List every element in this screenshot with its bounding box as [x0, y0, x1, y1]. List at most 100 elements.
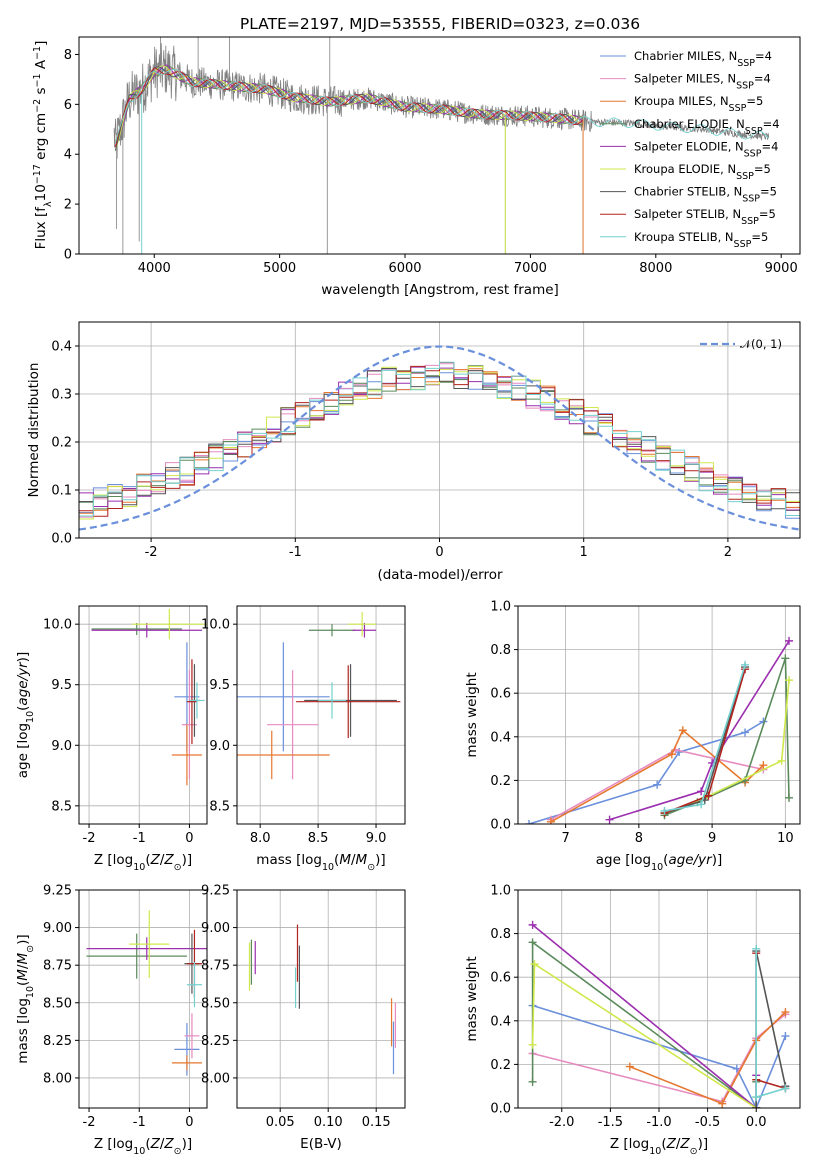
x-tick-label: 0: [435, 545, 443, 560]
plot-area: [86, 910, 207, 1076]
axes-frame: [236, 889, 406, 1109]
series-marker: [605, 815, 614, 824]
y-tick-label: 2: [64, 198, 72, 213]
x-axis-label: Z [log10(Z/Z⊙)]: [94, 852, 192, 873]
x-tick-label: 7: [561, 831, 569, 846]
x-tick-label: 5000: [263, 261, 296, 276]
y-tick-label: 1.0: [490, 600, 511, 615]
x-axis-label: (data-model)/error: [377, 567, 503, 583]
y-tick-label: 0.8: [490, 927, 511, 942]
x-tick-label: 9: [708, 831, 716, 846]
series-marker: [785, 676, 794, 685]
x-tick-label: -1: [133, 831, 146, 846]
y-tick-label: 0.1: [51, 484, 72, 499]
y-tick-label: 8.00: [201, 1071, 230, 1086]
y-tick-label: 8.00: [43, 1071, 72, 1086]
legend-entry: Chabrier MILES, NSSP=4: [634, 49, 772, 69]
y-tick-label: 0.6: [490, 971, 511, 986]
x-tick-label: 0.15: [362, 1115, 391, 1130]
x-tick-label: 9.0: [366, 831, 387, 846]
series-chabrier-miles: [532, 1004, 787, 1108]
series-chabrier-elodie: [531, 940, 757, 1108]
y-tick-label: 9.5: [51, 678, 72, 693]
series-marker: [697, 787, 706, 796]
series-marker: [752, 1104, 761, 1108]
legend-entry: Kroupa ELODIE, NSSP=5: [634, 162, 771, 182]
x-tick-label: -2: [83, 1115, 96, 1130]
series-marker: [546, 817, 555, 824]
y-axis-label: mass weight: [464, 672, 480, 757]
x-tick-label: 1: [580, 545, 588, 560]
histogram-kroupa-stelib: [79, 361, 800, 517]
x-axis-label: Z [log10(Z/Z⊙)]: [94, 1136, 192, 1157]
residual-panel: -2 -1 0 1 2 0.0 0.1 0.2 0.3 0.4 (data-model)/error…: [26, 321, 801, 583]
series-marker: [528, 938, 537, 947]
y-tick-label: 0.4: [490, 1014, 511, 1029]
x-tick-label: 8.0: [250, 831, 271, 846]
x-tick-label: 8: [635, 831, 643, 846]
y-tick-label: 0.0: [490, 818, 511, 833]
y-tick-label: 0.8: [490, 643, 511, 658]
y-tick-label: 0.6: [490, 687, 511, 702]
axes-frame: [236, 605, 406, 825]
y-tick-label: 8.25: [201, 1034, 230, 1049]
legend-entry: Salpeter STELIB, NSSP=5: [634, 207, 776, 227]
y-tick-label: 9.25: [201, 884, 230, 899]
axes-frame: [517, 605, 801, 825]
x-axis-label: age [log10(age/yr)]: [596, 852, 722, 873]
x-tick-label: 4000: [138, 261, 171, 276]
plot-area: [237, 612, 401, 780]
x-tick-label: 6000: [388, 261, 421, 276]
series-marker: [678, 726, 687, 735]
series-marker: [777, 756, 786, 765]
y-axis-label: mass [log10(M/M⊙)]: [15, 934, 36, 1063]
x-tick-label: -1: [289, 545, 302, 560]
plot-area: [91, 609, 207, 786]
normal-curve: [79, 345, 800, 531]
x-tick-label: 10: [777, 831, 794, 846]
x-tick-label: 0.0: [746, 1115, 767, 1130]
y-tick-label: 8.5: [209, 799, 230, 814]
plot-area: [248, 924, 396, 1075]
x-tick-label: 2: [724, 545, 732, 560]
age-mass-panel: 8.0 8.5 9.0 8.5 9.0 9.5 10.0 mass [log10(M/M⊙)]: [201, 605, 406, 873]
series-marker: [752, 944, 761, 953]
observed-spectrum: [113, 43, 770, 159]
x-tick-label: 0: [185, 831, 193, 846]
series-kroupa-miles: [629, 1011, 786, 1105]
y-axis-label: age [log10(age/yr)]: [15, 652, 36, 778]
series-marker: [785, 793, 794, 802]
series-marker: [524, 820, 533, 824]
y-tick-label: 9.00: [43, 921, 72, 936]
y-tick-label: 9.5: [209, 678, 230, 693]
x-axis-label: mass [log10(M/M⊙)]: [256, 852, 385, 873]
x-tick-label: 9000: [765, 261, 798, 276]
spectrum-title: PLATE=2197, MJD=53555, FIBERID=0323, z=0…: [240, 15, 640, 33]
axes-frame: [78, 36, 801, 255]
y-tick-label: 0.4: [490, 730, 511, 745]
plot-area: [528, 920, 790, 1108]
y-tick-label: 1.0: [490, 884, 511, 899]
axes-frame: [78, 889, 208, 1109]
mass-ebv-panel: 0.05 0.10 0.15 8.00 8.25 8.50 8.75 9.00 9.25 E(B-…: [201, 884, 406, 1152]
x-tick-label: 0.10: [314, 1115, 343, 1130]
series-marker: [528, 920, 537, 929]
x-tick-label: -1.0: [646, 1115, 671, 1130]
x-tick-label: -2: [145, 545, 158, 560]
y-tick-label: 9.0: [209, 739, 230, 754]
x-tick-label: -1: [133, 1115, 146, 1130]
series-marker: [752, 1093, 761, 1102]
legend-entry: 𝒩(0, 1): [740, 337, 782, 351]
y-axis-label: mass weight: [464, 956, 480, 1041]
y-tick-label: 8.50: [43, 996, 72, 1011]
spectrum-panel: 4000 5000 6000 7000 8000 9000 0 2 4 6 8 wavelength …: [32, 36, 801, 298]
y-axis-label: Normed distribution: [26, 363, 42, 498]
histogram-chabrier-stelib: [79, 368, 800, 510]
y-tick-label: 0.4: [51, 340, 72, 355]
series-marker: [785, 636, 794, 645]
model-kroupa-stelib: [114, 68, 770, 144]
y-tick-label: 9.25: [43, 884, 72, 899]
x-axis-label: Z [log10(Z/Z⊙)]: [610, 1136, 708, 1157]
model-kroupa-elodie: [114, 65, 584, 151]
plot-area: [79, 345, 800, 531]
